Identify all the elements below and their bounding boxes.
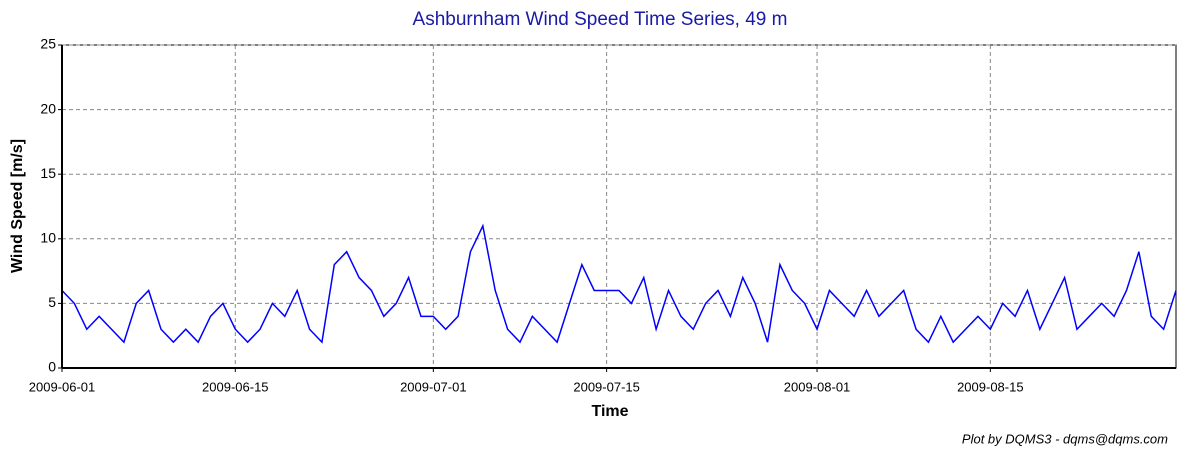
footer: Plot by DQMS3 - dqms@dqms.com	[962, 431, 1168, 446]
x-axis-label: Time	[591, 403, 628, 420]
y-tick-label: 10	[40, 230, 56, 246]
x-tick-label: 2009-07-01	[400, 379, 467, 394]
y-tick-label: 15	[40, 165, 56, 181]
x-tick-label: 2009-06-15	[202, 379, 269, 394]
x-tick-label: 2009-08-15	[957, 379, 1024, 394]
x-tick-label: 2009-07-15	[573, 379, 640, 394]
y-axis-label: Wind Speed [m/s]	[9, 139, 26, 273]
y-tick-label: 0	[48, 359, 56, 375]
y-tick-label: 5	[48, 294, 56, 310]
x-tick-label: 2009-08-01	[784, 379, 851, 394]
chart-title: Ashburnham Wind Speed Time Series, 49 m	[413, 9, 788, 30]
y-tick-label: 25	[40, 36, 56, 52]
x-tick-label: 2009-06-01	[29, 379, 96, 394]
plot-area	[61, 44, 1177, 369]
y-tick-label: 20	[40, 100, 56, 116]
data-line	[61, 223, 1177, 344]
